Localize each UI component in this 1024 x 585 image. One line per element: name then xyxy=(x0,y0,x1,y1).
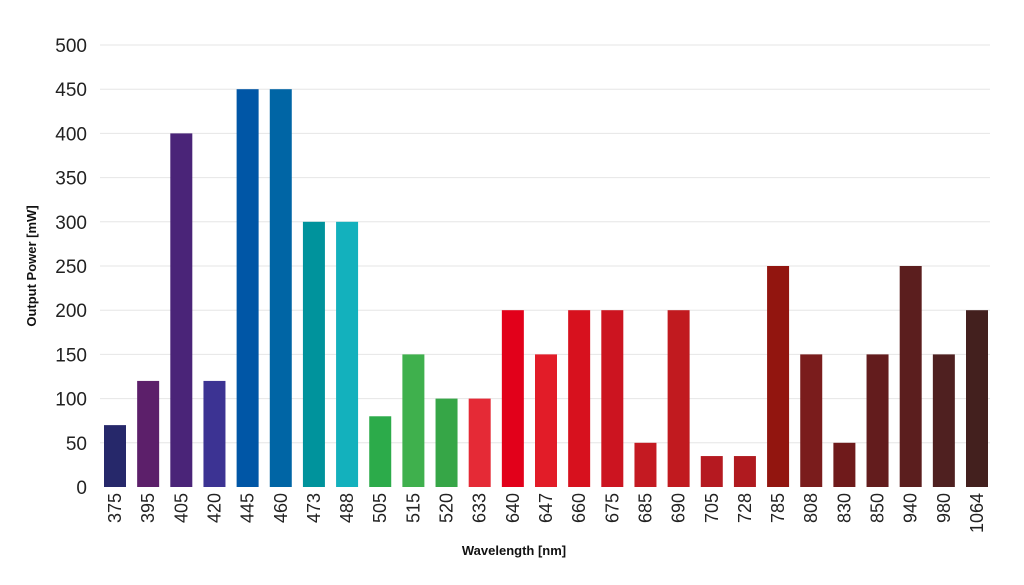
x-tick-label: 940 xyxy=(901,493,921,523)
bar-473 xyxy=(302,221,325,488)
x-tick-label: 980 xyxy=(934,493,954,523)
x-tick-label: 488 xyxy=(337,493,357,523)
x-tick-label: 460 xyxy=(271,493,291,523)
bar-420 xyxy=(203,380,226,487)
x-tick-label: 705 xyxy=(702,493,722,523)
x-tick-label: 685 xyxy=(635,493,655,523)
x-tick-label: 395 xyxy=(138,493,158,523)
y-tick-label: 350 xyxy=(55,169,87,190)
x-tick-label: 375 xyxy=(105,493,125,523)
y-axis-ticks: 0 50 100 150 200 250 300 350 400 450 500 xyxy=(55,36,87,499)
x-tick-label: 785 xyxy=(768,493,788,523)
x-tick-label: 405 xyxy=(171,493,191,523)
y-tick-label: 50 xyxy=(66,434,87,455)
bar-405 xyxy=(170,133,193,487)
bar-505 xyxy=(369,416,392,487)
y-tick-label: 250 xyxy=(55,257,87,278)
bar-460 xyxy=(269,89,292,487)
x-tick-label: 420 xyxy=(204,493,224,523)
x-tick-label: 445 xyxy=(238,493,258,523)
bar-647 xyxy=(535,354,557,487)
x-axis-ticks: 375 395 405 420 445 460 473 488 505 515 520 633 640 6… xyxy=(105,493,987,533)
x-tick-label: 675 xyxy=(602,493,622,523)
x-tick-label: 473 xyxy=(304,493,324,523)
y-tick-label: 300 xyxy=(55,213,87,234)
y-axis-title: Output Power [mW] xyxy=(24,205,39,326)
bar-515 xyxy=(402,354,425,487)
x-tick-label: 515 xyxy=(403,493,423,523)
bar-785 xyxy=(767,266,790,487)
bar-395 xyxy=(137,380,160,487)
x-tick-label: 830 xyxy=(834,493,854,523)
bar-520 xyxy=(435,398,458,487)
bar-633 xyxy=(468,398,491,487)
bar-830 xyxy=(833,442,856,487)
bar-640 xyxy=(501,310,524,487)
bar-705 xyxy=(700,456,723,487)
x-tick-label: 505 xyxy=(370,493,390,523)
y-tick-label: 150 xyxy=(55,345,87,366)
y-tick-label: 450 xyxy=(55,80,87,101)
x-tick-label: 633 xyxy=(470,493,490,523)
bar-690 xyxy=(667,310,690,487)
x-tick-label: 728 xyxy=(735,493,755,523)
bar-850 xyxy=(866,354,889,487)
bar-980 xyxy=(932,354,955,487)
x-tick-label: 520 xyxy=(437,493,457,523)
x-axis-title: Wavelength [nm] xyxy=(462,543,566,558)
bar-660 xyxy=(568,310,591,487)
y-tick-label: 200 xyxy=(55,301,87,322)
x-tick-label: 1064 xyxy=(967,493,987,533)
y-tick-label: 400 xyxy=(55,124,87,145)
bar-488 xyxy=(336,221,359,488)
y-tick-label: 100 xyxy=(55,390,87,411)
x-tick-label: 690 xyxy=(669,493,689,523)
y-tick-label: 500 xyxy=(55,36,87,57)
bars xyxy=(104,89,988,488)
x-tick-label: 660 xyxy=(569,493,589,523)
x-tick-label: 808 xyxy=(801,493,821,523)
bar-675 xyxy=(601,310,624,487)
x-tick-label: 640 xyxy=(503,493,523,523)
bar-728 xyxy=(733,456,756,487)
bar-685 xyxy=(634,442,657,487)
bar-375 xyxy=(104,425,126,487)
bar-445 xyxy=(236,89,259,487)
y-tick-label: 0 xyxy=(76,478,87,499)
bar-1064 xyxy=(966,310,988,487)
x-tick-label: 647 xyxy=(536,493,556,523)
x-tick-label: 850 xyxy=(868,493,888,523)
bar-808 xyxy=(800,354,823,487)
bar-940 xyxy=(899,266,922,487)
